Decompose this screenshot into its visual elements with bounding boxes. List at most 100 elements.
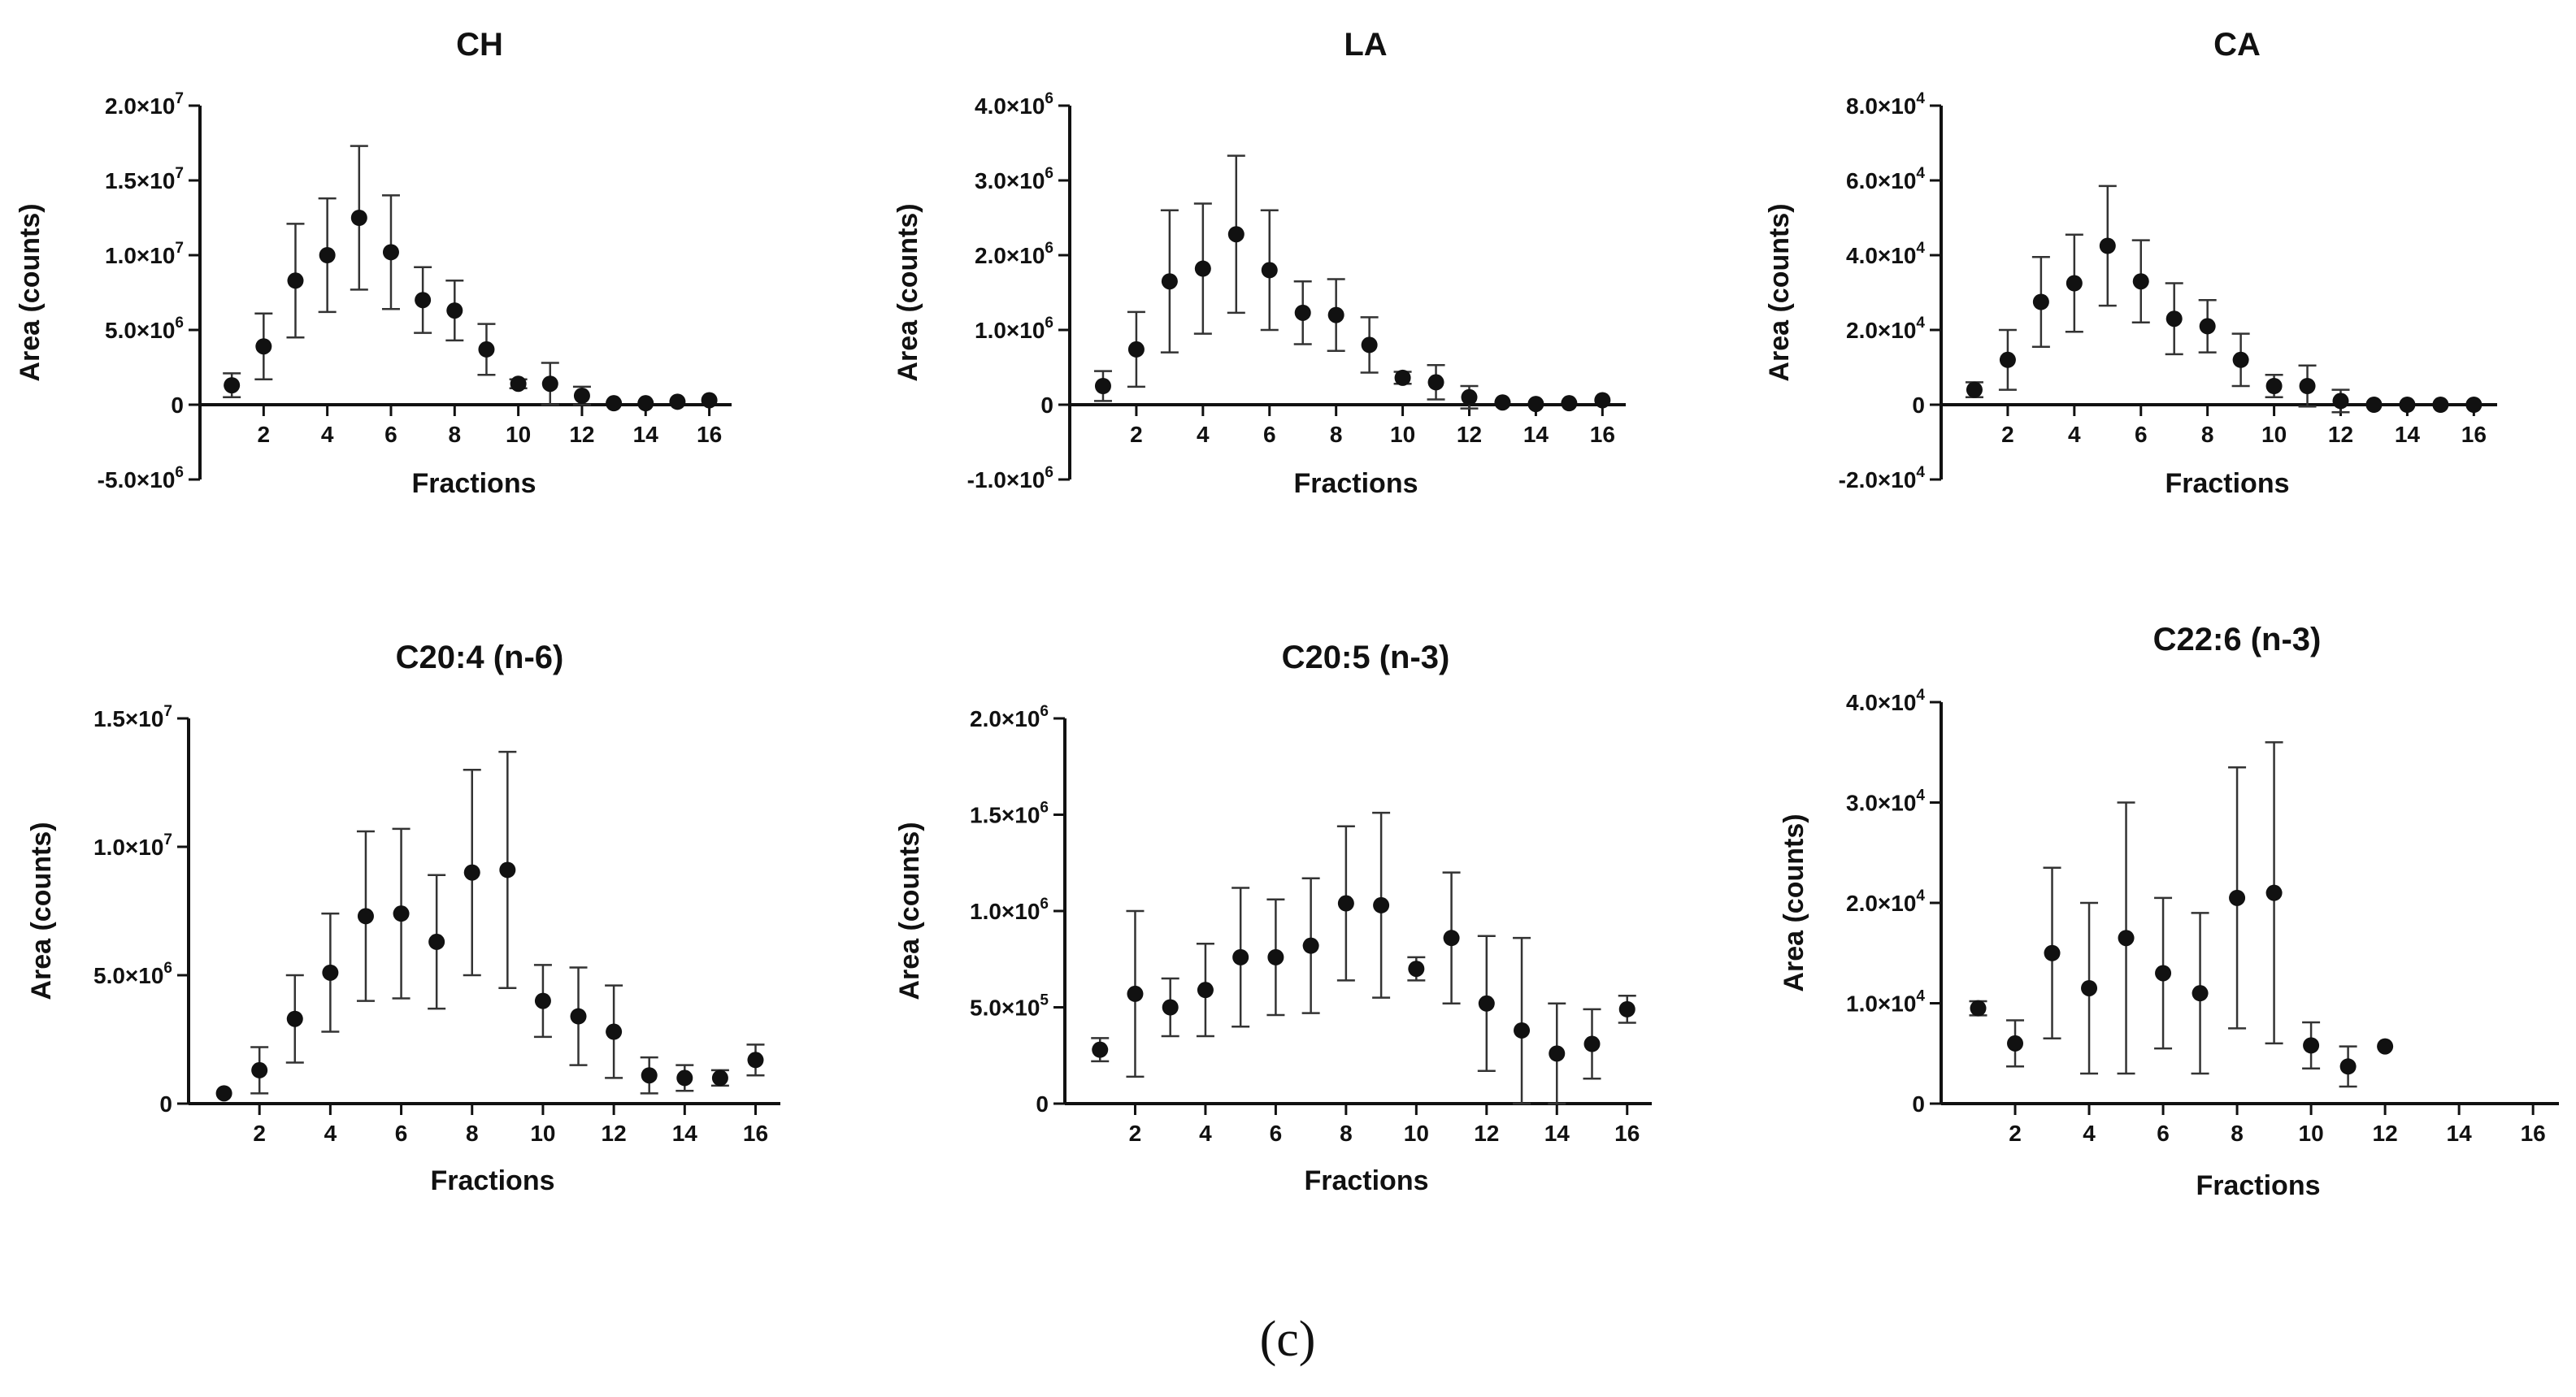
x-tick-label: 8: [2201, 422, 2214, 447]
y-tick-label-mantissa: -5.0×10: [98, 467, 176, 492]
x-tick-label: 16: [697, 422, 722, 447]
y-axis-title: Area (counts): [893, 203, 923, 381]
x-tick-label: 4: [1197, 422, 1210, 447]
data-point: [1549, 1045, 1566, 1062]
x-tick-label: 2: [2009, 1121, 2022, 1146]
data-point: [322, 964, 339, 981]
chart-title: C20:4 (n-6): [396, 640, 564, 675]
y-tick-label-mantissa: 1.0×10: [105, 243, 175, 268]
y-tick-label-mantissa: 2.0×10: [975, 243, 1045, 268]
data-point: [2032, 293, 2049, 310]
data-point: [1337, 895, 1354, 912]
data-point: [573, 387, 590, 404]
y-tick-label-mantissa: 8.0×10: [1846, 93, 1916, 119]
y-tick-label-mantissa: 2.0×10: [1846, 318, 1916, 343]
data-point: [1427, 374, 1444, 391]
y-tick-label: 2.0×107: [105, 90, 184, 119]
data-point: [1094, 378, 1111, 394]
y-tick-label-exponent: 4: [1916, 165, 1925, 182]
y-tick-label-mantissa: 2.0×10: [105, 93, 175, 119]
data-point: [463, 864, 480, 881]
x-tick-label: 12: [569, 422, 594, 447]
y-tick-label: 4.0×106: [975, 90, 1053, 119]
x-tick-label: 10: [2261, 422, 2287, 447]
y-tick-label-mantissa: 3.0×10: [975, 168, 1045, 193]
y-tick-label-exponent: 7: [163, 703, 172, 720]
x-tick-label: 4: [321, 422, 334, 447]
data-point: [1394, 369, 1411, 386]
x-axis-title: Fractions: [430, 1165, 554, 1196]
x-tick-label: 8: [1340, 1121, 1353, 1146]
y-tick-label: 1.5×107: [105, 165, 184, 193]
data-point: [1327, 306, 1344, 323]
y-tick-label-mantissa: 2.0×10: [1846, 891, 1916, 916]
y-tick-label: 1.0×107: [105, 240, 184, 268]
x-tick-label: 10: [2299, 1121, 2324, 1146]
chart-panel-1: CH-5.0×10605.0×1061.0×1071.5×1072.0×1072…: [15, 27, 732, 499]
data-point: [251, 1061, 268, 1078]
y-axis-title: Area (counts): [894, 822, 925, 1000]
data-point: [1594, 392, 1611, 409]
data-point: [2365, 397, 2383, 413]
data-point: [1999, 351, 2016, 368]
data-point: [747, 1052, 764, 1069]
data-point: [711, 1069, 728, 1087]
x-tick-label: 14: [2447, 1121, 2473, 1146]
y-tick-label-exponent: 4: [1916, 687, 1925, 704]
data-point: [1162, 999, 1179, 1016]
data-point: [350, 210, 367, 226]
y-tick-label: 1.0×104: [1846, 988, 1925, 1017]
data-point: [1443, 930, 1460, 947]
y-tick-label-exponent: 6: [163, 960, 172, 977]
y-tick-label-mantissa: 4.0×10: [975, 93, 1045, 119]
data-point: [415, 292, 432, 309]
y-tick-label-exponent: 4: [1916, 887, 1925, 905]
y-tick-label-mantissa: 0: [1912, 1091, 1925, 1117]
data-point: [1261, 262, 1278, 279]
y-tick-label-exponent: 6: [175, 464, 184, 481]
data-point: [428, 933, 445, 950]
data-point: [701, 392, 718, 409]
x-tick-label: 12: [2373, 1121, 2398, 1146]
y-tick-label-exponent: 4: [1916, 90, 1925, 107]
x-tick-label: 16: [2521, 1121, 2546, 1146]
y-tick-label: 0: [1036, 1091, 1049, 1117]
x-tick-label: 2: [258, 422, 271, 447]
chart-title: LA: [1344, 27, 1387, 63]
data-point: [2265, 378, 2283, 394]
data-point: [1970, 1000, 1987, 1017]
data-point: [676, 1069, 693, 1087]
chart-title: C20:5 (n-3): [1282, 640, 1450, 675]
data-point: [2066, 275, 2083, 292]
data-point: [319, 247, 336, 263]
x-tick-label: 2: [2001, 422, 2014, 447]
x-tick-label: 12: [1457, 422, 1482, 447]
x-tick-label: 12: [1474, 1121, 1499, 1146]
y-tick-label: 3.0×104: [1846, 787, 1925, 816]
y-tick-label-exponent: 6: [1040, 896, 1049, 913]
y-tick-label-mantissa: -2.0×10: [1839, 467, 1917, 492]
data-point: [669, 393, 686, 410]
x-tick-label: 16: [1590, 422, 1615, 447]
x-tick-label: 6: [1270, 1121, 1283, 1146]
data-point: [2192, 985, 2209, 1002]
x-tick-label: 2: [1130, 422, 1143, 447]
x-tick-label: 4: [2083, 1121, 2096, 1146]
x-tick-label: 8: [2231, 1121, 2244, 1146]
data-point: [1583, 1035, 1601, 1052]
y-tick-label-exponent: 6: [1040, 703, 1049, 720]
data-point: [2099, 237, 2116, 254]
y-tick-label-mantissa: 0: [1040, 393, 1053, 418]
x-tick-label: 8: [1330, 422, 1343, 447]
chart-panel-6: C22:6 (n-3)01.0×1042.0×1043.0×1044.0×104…: [1779, 622, 2559, 1201]
y-tick-label-exponent: 6: [175, 315, 184, 332]
data-point: [2165, 310, 2183, 328]
y-tick-label-mantissa: 0: [171, 393, 184, 418]
x-tick-label: 14: [672, 1121, 698, 1146]
y-tick-label: -2.0×104: [1839, 464, 1926, 492]
y-tick-label-mantissa: 6.0×10: [1846, 168, 1916, 193]
y-tick-label-exponent: 4: [1916, 787, 1925, 805]
x-tick-label: 2: [253, 1121, 266, 1146]
data-point: [1197, 982, 1214, 999]
